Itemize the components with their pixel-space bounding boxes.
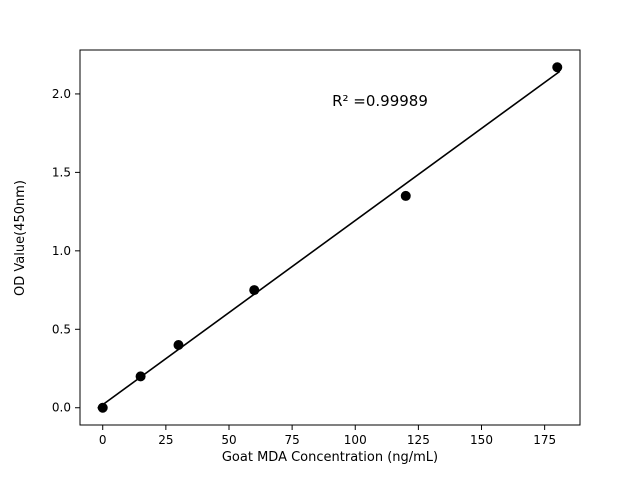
fit-line [97,70,561,410]
data-point [173,339,184,350]
y-tick-label: 1.5 [52,165,71,179]
x-tick-label: 0 [99,433,107,447]
data-point [135,371,146,382]
plot-area: 0 25 50 75 100 125 150 175 0.0 0.5 1.0 1.5 2.0 [52,49,581,447]
plot-frame [79,49,581,426]
x-tick-label: 100 [344,433,367,447]
y-tick-label: 2.0 [52,87,71,101]
y-tick-label: 0.5 [52,322,71,336]
x-tick-label: 125 [407,433,430,447]
data-point [400,190,411,201]
x-tick-label: 150 [470,433,493,447]
x-tick-label: 75 [284,433,299,447]
data-point [97,402,108,413]
x-tick-label: 175 [533,433,556,447]
y-axis-title: OD Value(450nm) [13,180,28,296]
y-tick-label: 1.0 [52,244,71,258]
data-point [249,285,260,296]
y-tick-label: 0.0 [52,401,71,415]
x-axis-title: Goat MDA Concentration (ng/mL) [222,450,438,465]
r-squared-annotation: R² =0.99989 [332,92,428,110]
x-tick-label: 25 [158,433,173,447]
x-tick-label: 50 [221,433,236,447]
data-point [552,62,563,73]
